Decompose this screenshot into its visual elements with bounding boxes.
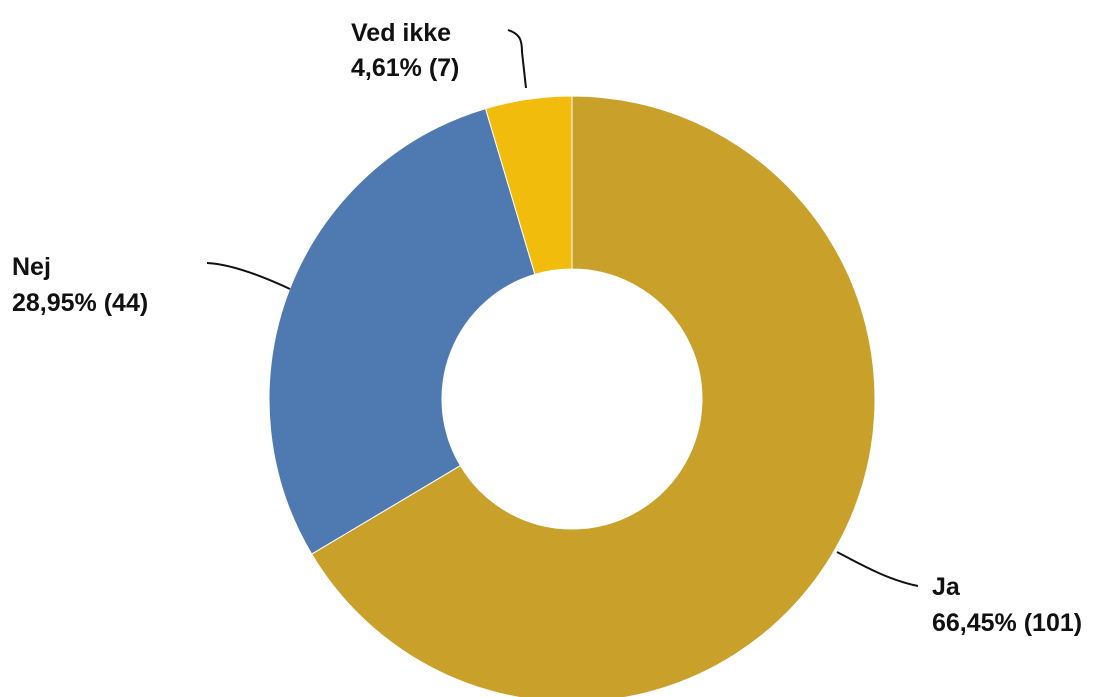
label-ved-ikke-value: 4,61% (7) [351, 54, 459, 82]
leader-line-nej [206, 262, 291, 290]
label-nej-name: Nej [12, 253, 51, 281]
leader-line-ved-ikke [507, 29, 527, 89]
label-ved-ikke-name: Ved ikke [351, 19, 451, 47]
donut-slice-nej [268, 107, 536, 555]
label-ja-name: Ja [932, 573, 961, 601]
leader-lines [206, 29, 919, 587]
donut-slice-ja [311, 95, 876, 697]
label-nej-value: 28,95% (44) [12, 289, 148, 317]
slice-labels: Ved ikke 4,61% (7) Nej 28,95% (44) Ja 66… [12, 19, 1082, 637]
leader-line-ja [836, 551, 919, 587]
donut-slice-ved-ikke [484, 95, 573, 276]
donut-slices [268, 95, 876, 697]
label-ja-value: 66,45% (101) [932, 609, 1082, 637]
